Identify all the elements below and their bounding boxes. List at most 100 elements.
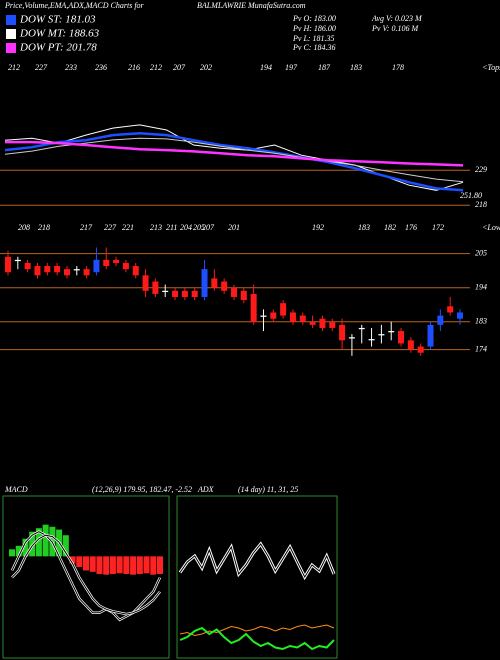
- candle-body: [191, 290, 198, 297]
- candle-body: [162, 290, 169, 293]
- macd-bar: [69, 556, 76, 564]
- candle-body: [122, 262, 129, 270]
- info-text: Pv C: 184.36: [292, 43, 335, 52]
- candle-body: [73, 269, 80, 271]
- low-label: 182: [384, 223, 396, 232]
- candle-body: [172, 290, 179, 297]
- adx-frame: [176, 495, 338, 659]
- y-tick-label: 174: [475, 344, 487, 353]
- adx-line: [179, 543, 335, 579]
- macd-bar: [103, 556, 110, 575]
- adx-params: (14 day) 11, 31, 25: [238, 485, 298, 494]
- top-label: 183: [350, 63, 362, 72]
- low-label: 207: [202, 223, 215, 232]
- macd-frame: [2, 495, 170, 659]
- candle-body: [427, 324, 434, 347]
- low-label: 208: [18, 223, 30, 232]
- candle-body: [339, 324, 346, 341]
- candle-body: [437, 315, 444, 325]
- candle-body: [240, 290, 247, 301]
- legend-text: DOW ST: 181.03: [19, 14, 96, 26]
- macd-bar: [22, 538, 29, 557]
- candle-body: [63, 269, 70, 276]
- candle-body: [231, 287, 237, 297]
- legend-swatch: [6, 15, 16, 25]
- legend-text: DOW PT: 201.78: [19, 42, 97, 54]
- candle-body: [103, 259, 110, 267]
- info-text: Pv V: 0.106 M: [371, 24, 419, 33]
- low-label: 213: [150, 223, 162, 232]
- candle-body: [113, 259, 120, 263]
- candle-body: [142, 275, 149, 291]
- candle-body: [24, 262, 31, 270]
- candle-body: [398, 331, 405, 344]
- candle-body: [280, 303, 287, 316]
- macd-bar: [9, 549, 15, 557]
- candle-body: [270, 312, 277, 319]
- y-tick-label: 218: [475, 200, 487, 209]
- candle-body: [152, 281, 159, 294]
- candle-body: [250, 293, 257, 322]
- macd-bar: [96, 556, 103, 574]
- low-label: 218: [38, 223, 50, 232]
- macd-bar: [143, 556, 150, 574]
- candle-body: [378, 334, 385, 336]
- top-label: 197: [285, 63, 298, 72]
- top-label: 178: [392, 63, 404, 72]
- top-label: 212: [8, 63, 20, 72]
- macd-bar: [157, 556, 163, 574]
- ema-line: [4, 124, 464, 191]
- candle-body: [329, 321, 336, 328]
- low-label: 217: [80, 223, 93, 232]
- tops-marker: <Tops: [482, 63, 500, 72]
- top-label: 233: [65, 63, 77, 72]
- candle-body: [44, 266, 51, 273]
- low-label: 205: [193, 223, 205, 232]
- info-text: Pv H: 186.00: [292, 24, 336, 33]
- macd-bar: [116, 556, 123, 574]
- low-label: 227: [104, 223, 117, 232]
- candle-body: [14, 259, 21, 262]
- legend-swatch: [6, 43, 16, 53]
- candle-body: [368, 339, 375, 341]
- title-right: BALMLAWRIE MunafaSutra.com: [197, 1, 306, 10]
- candle-body: [260, 315, 267, 317]
- macd-bar: [35, 528, 42, 557]
- macd-bar: [83, 556, 89, 571]
- candle-body: [83, 269, 90, 276]
- low-label: 176: [405, 223, 417, 232]
- candle-body: [299, 315, 306, 322]
- ema-line: [4, 131, 464, 192]
- y-tick-label: 205: [475, 248, 487, 257]
- lows-marker: <Lows: [482, 223, 500, 232]
- top-label: 236: [95, 63, 107, 72]
- macd-params: (12,26,9) 179.95, 182.47, -2.52: [92, 485, 192, 494]
- low-label: 192: [312, 223, 324, 232]
- candle-body: [358, 327, 365, 330]
- macd-bar: [123, 556, 130, 574]
- top-label: 227: [35, 63, 48, 72]
- macd-bar: [89, 556, 96, 572]
- candle-body: [457, 312, 463, 319]
- candle-body: [309, 321, 316, 325]
- adx-line: [179, 626, 335, 651]
- title-left: Price,Volume,EMA,ADX,MACD Charts for: [4, 1, 145, 10]
- legend-text: DOW MT: 188.63: [19, 28, 100, 40]
- candle-body: [93, 259, 100, 273]
- y-tick-label: 194: [475, 283, 487, 292]
- macd-line-inner: [11, 534, 161, 615]
- top-label: 194: [260, 63, 272, 72]
- candle-body: [211, 278, 218, 288]
- info-text: Pv O: 183.00: [292, 14, 336, 23]
- macd-title: MACD: [4, 485, 28, 494]
- candle-body: [447, 306, 454, 313]
- low-label: 201: [228, 223, 240, 232]
- info-text: Avg V: 0.023 M: [371, 14, 423, 23]
- candle-body: [417, 346, 424, 353]
- info-text: Pv L: 181.35: [292, 34, 335, 43]
- macd-bar: [109, 556, 116, 574]
- candle-body: [348, 337, 355, 339]
- y-tick-label: 229: [475, 165, 487, 174]
- macd-bar: [130, 556, 137, 575]
